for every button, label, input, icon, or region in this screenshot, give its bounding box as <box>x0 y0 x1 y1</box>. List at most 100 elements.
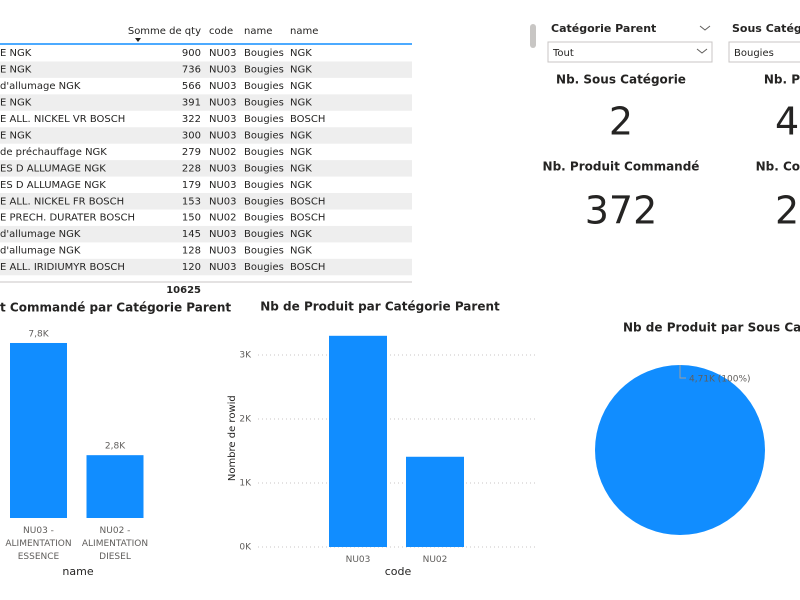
x-tick-label-box: NU03 <box>345 555 371 565</box>
table-cell: Bougies <box>244 81 284 92</box>
column-header: name <box>290 26 318 37</box>
x-axis-title: code <box>385 565 412 578</box>
row-stripe <box>0 258 412 276</box>
dropdown-box[interactable] <box>728 41 800 63</box>
x-tick-label: NU02 - ALIMENTATION DIESEL <box>81 526 149 562</box>
chevron <box>699 25 711 31</box>
table-cell: 279 <box>182 147 201 158</box>
row-stripe <box>0 94 412 111</box>
slicer-value: Tout <box>552 48 574 59</box>
table-cell: NU03 <box>209 81 237 92</box>
table-cell: BOSCH <box>290 213 325 224</box>
dropdown-box[interactable] <box>547 41 713 63</box>
table-cell: d'allumage NGK <box>0 246 81 257</box>
table-cell: E NGK <box>0 98 32 109</box>
card-label: Nb. P <box>764 73 800 87</box>
table-cell: NU03 <box>209 48 237 59</box>
table-cell: NGK <box>290 48 312 59</box>
table-cell: 566 <box>182 81 201 92</box>
table-cell: E PRECH. DURATER BOSCH <box>0 213 135 224</box>
table-cell: E NGK <box>0 130 32 141</box>
card-value: 27 <box>775 189 800 233</box>
table-cell: NU03 <box>209 246 237 257</box>
table-cell: NU03 <box>209 180 237 191</box>
table-cell: Bougies <box>244 163 284 174</box>
data-label: 7,8K <box>28 329 49 339</box>
bar <box>406 456 464 547</box>
table-cell: 900 <box>182 48 201 59</box>
table-cell: Bougies <box>244 262 284 273</box>
table-cell: Bougies <box>244 130 284 141</box>
y-tick-label: 2K <box>239 415 252 425</box>
table-cell: Bougies <box>244 229 284 240</box>
row-stripe <box>0 193 412 210</box>
table-cell: 120 <box>182 262 201 273</box>
x-axis-title: name <box>62 565 93 578</box>
table-cell: NGK <box>290 246 312 257</box>
y-tick-label: 0K <box>239 543 252 553</box>
table-cell: BOSCH <box>290 196 325 207</box>
row-stripe <box>0 61 412 78</box>
y-tick-label: 3K <box>239 351 252 361</box>
table-cell: NU03 <box>209 114 237 125</box>
table-cell: 150 <box>182 213 201 224</box>
table-cell: 179 <box>182 180 201 191</box>
scrollbar[interactable] <box>530 24 536 48</box>
x-tick-label-box: NU03 - ALIMENTATION ESSENCE <box>5 526 71 562</box>
column-header: code <box>209 26 233 37</box>
table-total: 10625 <box>166 285 201 296</box>
table-cell: Bougies <box>244 196 284 207</box>
table-cell: NGK <box>290 81 312 92</box>
table-cell: 322 <box>182 114 201 125</box>
table-cell: Bougies <box>244 147 284 158</box>
pie-slice <box>595 365 765 535</box>
table-cell: NGK <box>290 98 312 109</box>
table-cell: E NGK <box>0 65 32 76</box>
table-cell: NGK <box>290 147 312 158</box>
table-cell: NU02 <box>209 213 237 224</box>
card-value: 47 <box>775 100 800 144</box>
table-cell: Bougies <box>244 246 284 257</box>
chevron <box>696 48 708 54</box>
table-cell: d'allumage NGK <box>0 229 81 240</box>
table-cell: de préchauffage NGK <box>0 146 107 158</box>
table-cell: ES D ALLUMAGE NGK <box>0 180 106 191</box>
table-cell: NU03 <box>209 163 237 174</box>
table-cell: E ALL. IRIDIUMYR BOSCH <box>0 262 125 273</box>
table-cell: 128 <box>182 246 201 257</box>
card-label: Nb. Produit Commandé <box>543 160 700 174</box>
table-cell: Bougies <box>244 48 284 59</box>
table-cell: E NGK <box>0 48 32 59</box>
column-header: name <box>244 26 272 37</box>
table-cell: E ALL. NICKEL VR BOSCH <box>0 114 125 125</box>
table-cell: NU03 <box>209 262 237 273</box>
card-label: Nb. Sous Catégorie <box>556 73 686 87</box>
data-label: 4,71K (100%) <box>689 375 751 385</box>
leader-line <box>679 365 686 379</box>
card-label: Nb. Co <box>756 160 800 174</box>
y-axis-title: Nombre de rowid <box>227 395 238 481</box>
x-tick-label-box: NU02 - ALIMENTATION DIESEL <box>81 526 149 562</box>
row-stripe <box>0 225 412 243</box>
slicer-value: Bougies <box>734 48 774 59</box>
sort-arrow <box>135 38 141 42</box>
chart-title: Nb de Produit par Catégorie Parent <box>260 300 500 314</box>
table-cell: 145 <box>182 229 201 240</box>
y-tick-label: 1K <box>239 479 252 489</box>
table-cell: NGK <box>290 229 312 240</box>
table-cell: NU02 <box>209 147 237 158</box>
table-cell: Bougies <box>244 98 284 109</box>
table-cell: NU03 <box>209 196 237 207</box>
card-value: 2 <box>609 100 633 144</box>
table-cell: NU03 <box>209 130 237 141</box>
slicer-label: Sous Catégori <box>732 22 800 35</box>
table-cell: 153 <box>182 196 201 207</box>
chart-title: t Commandé par Catégorie Parent <box>0 301 231 315</box>
table-cell: 736 <box>182 65 201 76</box>
table-cell: ES D ALLUMAGE NGK <box>0 163 106 174</box>
x-tick-label: NU03 <box>345 555 371 565</box>
table-cell: NU03 <box>209 98 237 109</box>
bar <box>329 335 387 547</box>
table-cell: E ALL. NICKEL FR BOSCH <box>0 196 124 207</box>
